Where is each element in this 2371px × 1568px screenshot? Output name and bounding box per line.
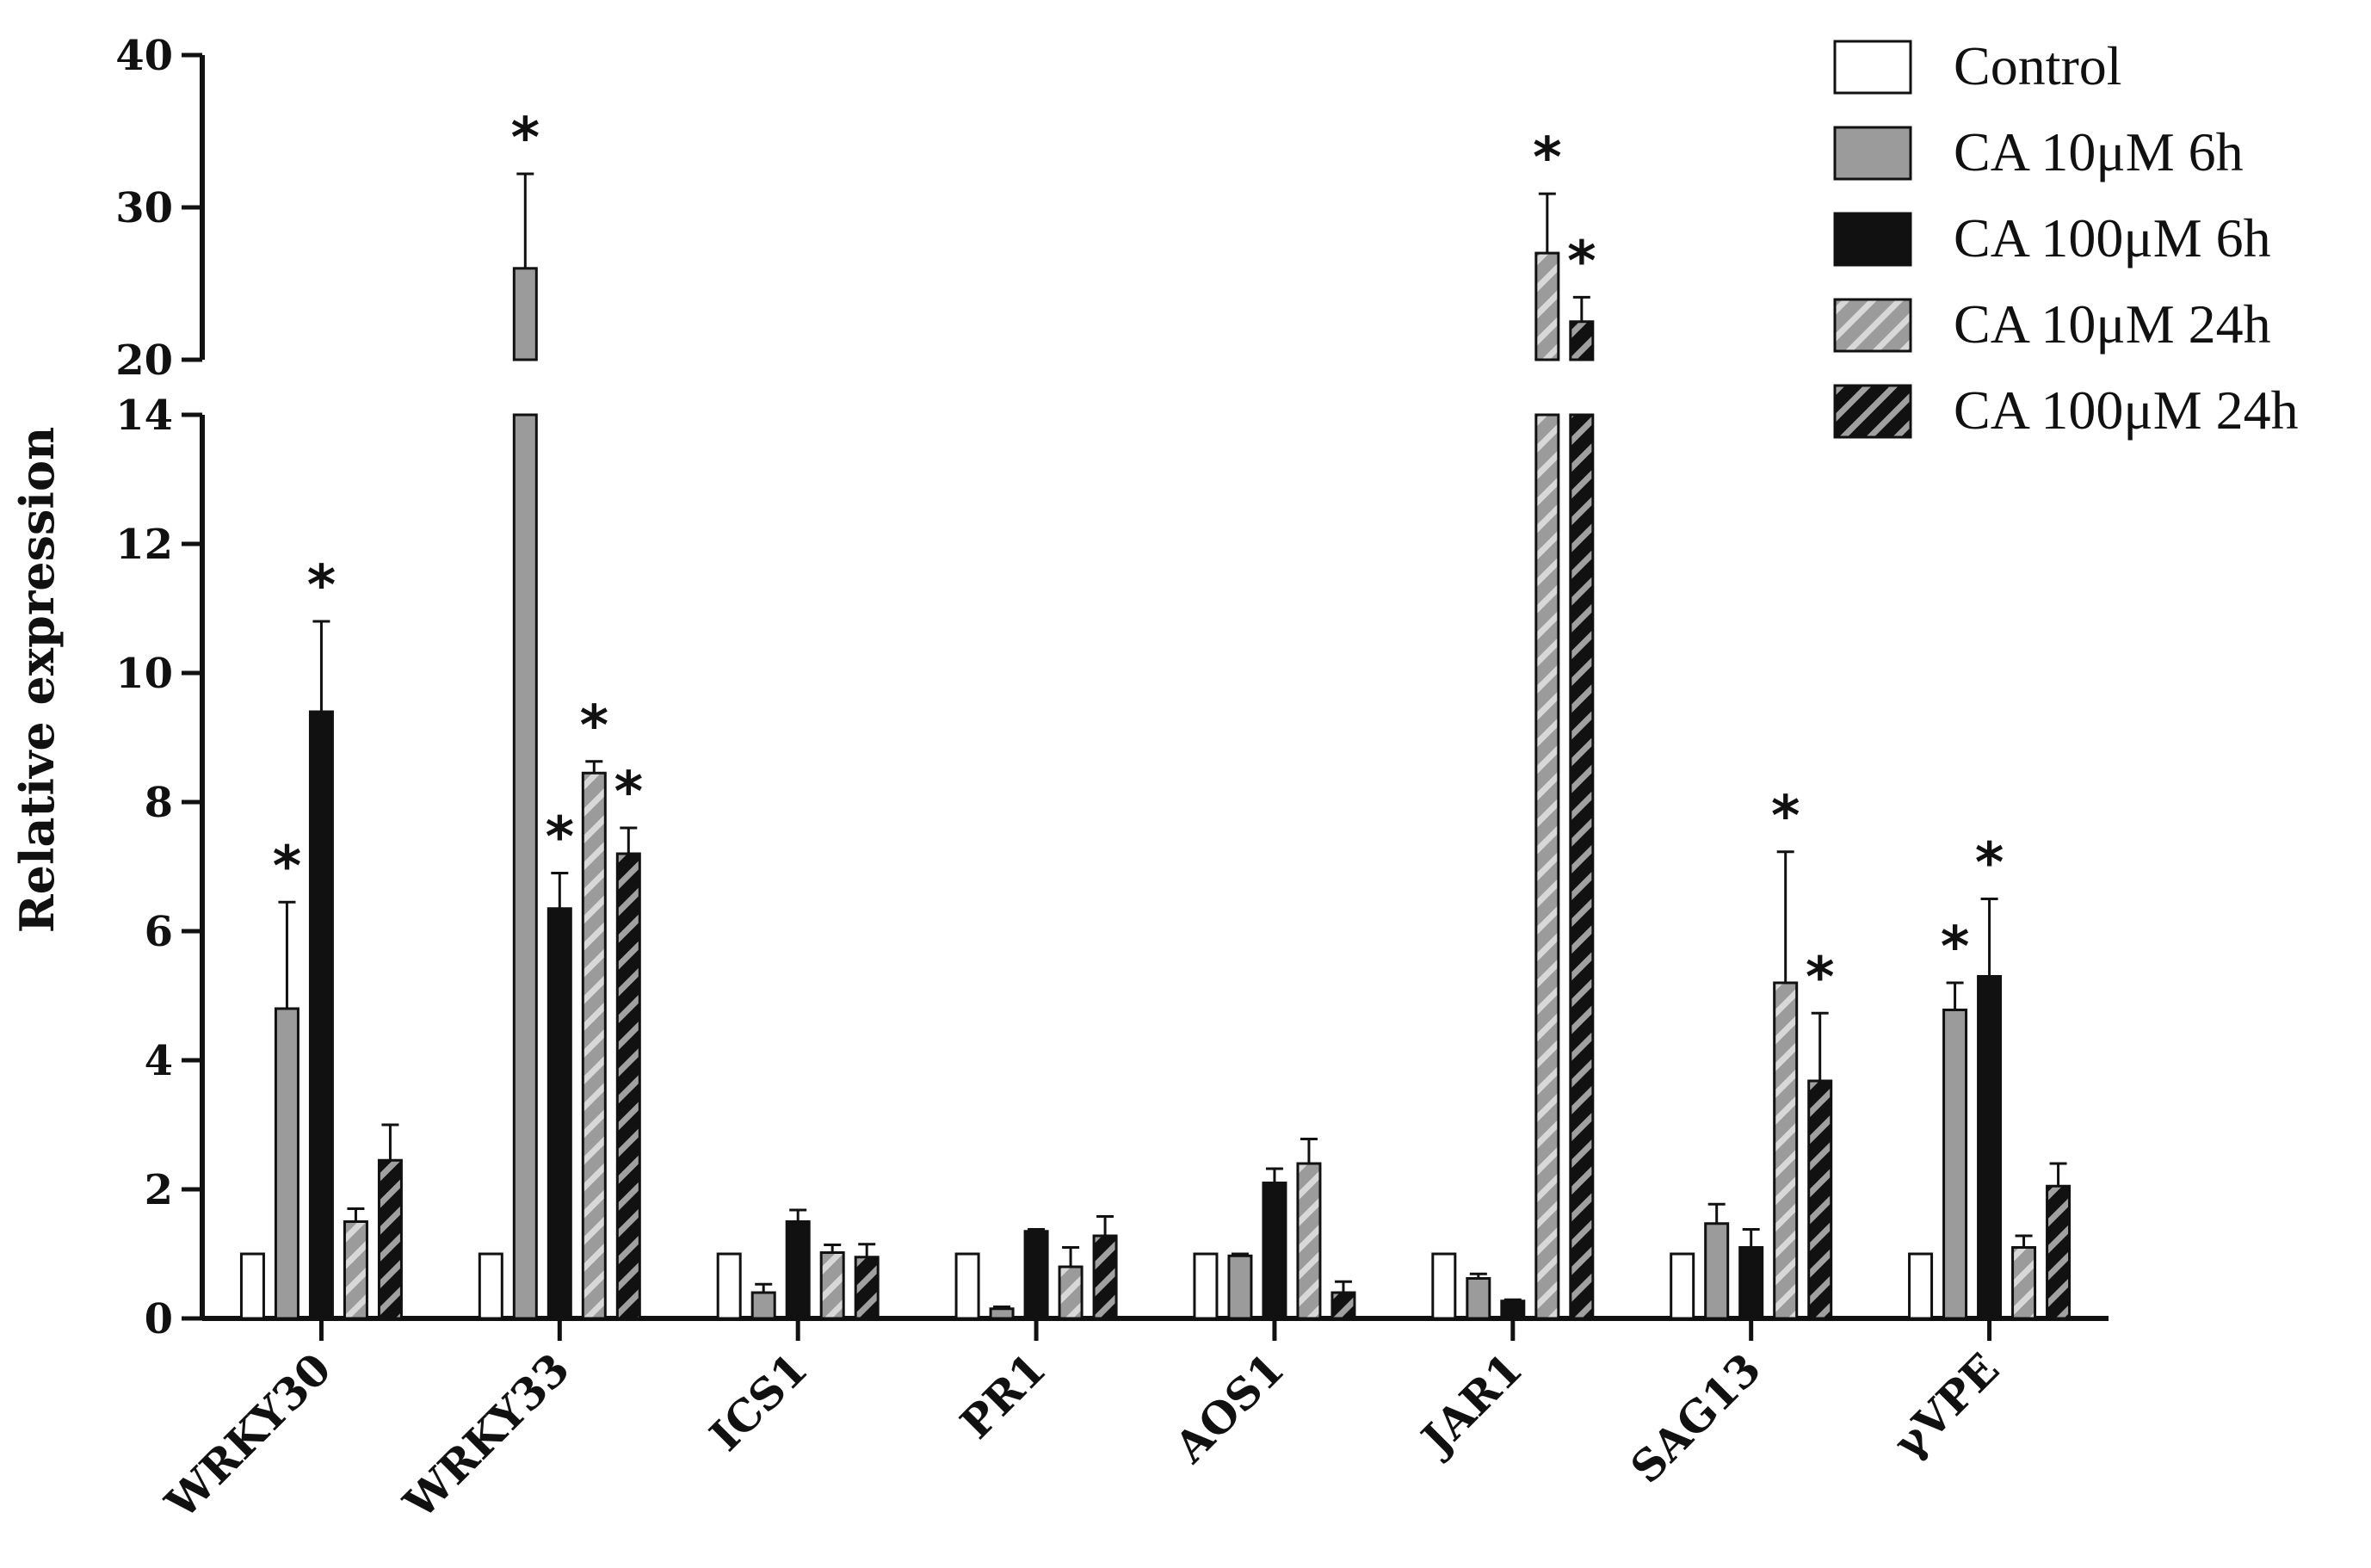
category-label: WRKY30 <box>155 1343 341 1529</box>
bar <box>1500 1299 1526 1320</box>
bar <box>989 1307 1015 1320</box>
legend-label: CA 100μM 24h <box>1954 380 2299 441</box>
y-tick-label: 12 <box>115 521 173 569</box>
category-label: SAG13 <box>1621 1343 1770 1493</box>
bar-upper-segment <box>1534 251 1560 361</box>
legend-swatch <box>1833 126 1912 181</box>
axes: 0 2 4 6 8 10 12 14 20 30 40 <box>115 32 2109 1343</box>
significance-star: * <box>614 761 643 824</box>
bar <box>785 1220 811 1320</box>
significance-star: * <box>1771 785 1800 849</box>
y-tick-label: 6 <box>145 908 173 956</box>
y-axis-label: Relative expression <box>9 427 65 933</box>
bars-layer <box>239 251 2072 1320</box>
legend-label: CA 10μM 24h <box>1954 293 2271 355</box>
significance-star: * <box>511 107 540 170</box>
significance-star: * <box>1533 127 1561 190</box>
bar <box>1807 1079 1833 1320</box>
category-labels-layer: WRKY30 WRKY33 ICS1 PR1 AOS1 JAR1 SAG13 γVPE <box>155 1318 2009 1528</box>
significance-markers-layer: ********** ** <box>273 107 2004 1009</box>
bar <box>1058 1265 1084 1320</box>
y-tick-label: 4 <box>145 1037 173 1085</box>
bar <box>2011 1246 2037 1320</box>
bar <box>239 1252 265 1320</box>
bar <box>954 1252 980 1320</box>
bar-upper-segment <box>1569 320 1595 361</box>
legend-swatch <box>1833 40 1912 95</box>
significance-star: * <box>1567 230 1596 293</box>
y-tick-label: 20 <box>115 336 173 385</box>
bar-upper-segment <box>512 267 538 361</box>
significance-star: * <box>1941 916 1969 979</box>
significance-star: * <box>580 694 608 758</box>
bar <box>819 1251 845 1320</box>
bar <box>1296 1162 1322 1320</box>
bar <box>581 771 607 1320</box>
bar <box>1227 1254 1253 1320</box>
bar <box>716 1252 742 1320</box>
legend-swatch <box>1833 384 1912 439</box>
bar <box>1466 1277 1491 1320</box>
legend-label: Control <box>1954 35 2122 96</box>
error-bars-layer <box>278 172 2067 1309</box>
category-label: WRKY33 <box>393 1343 579 1529</box>
bar <box>512 413 538 1320</box>
legend-label: CA 100μM 6h <box>1954 207 2271 269</box>
bar <box>377 1158 403 1320</box>
legend: Control CA 10μM 6h CA 100μM 6h CA 10μM 24h C… <box>1833 35 2299 441</box>
bar <box>546 907 572 1320</box>
bar <box>1773 981 1799 1320</box>
bar <box>478 1252 503 1320</box>
bar <box>1704 1222 1730 1320</box>
y-tick-label: 2 <box>145 1166 173 1214</box>
significance-star: * <box>1806 946 1834 1009</box>
category-label: AOS1 <box>1164 1343 1294 1473</box>
category-label: γVPE <box>1883 1343 2009 1469</box>
bar <box>1977 975 2003 1320</box>
category-label: PR1 <box>950 1343 1055 1448</box>
y-tick-label: 30 <box>115 184 173 232</box>
bar <box>274 1007 299 1320</box>
significance-star: * <box>273 835 301 898</box>
axis-break-gap <box>200 363 208 411</box>
significance-star: * <box>307 554 336 618</box>
y-tick-label: 14 <box>115 392 173 440</box>
significance-star: * <box>1975 832 2004 896</box>
bar <box>1534 413 1560 1320</box>
bar <box>1092 1234 1118 1320</box>
bar <box>1738 1246 1764 1320</box>
bar <box>1193 1252 1219 1320</box>
category-label: JAR1 <box>1410 1343 1533 1466</box>
bar <box>308 710 334 1320</box>
bar <box>1908 1252 1934 1320</box>
legend-swatch <box>1833 212 1912 267</box>
bar <box>1023 1230 1049 1320</box>
bar <box>1331 1291 1356 1320</box>
bar <box>1262 1182 1287 1320</box>
bar <box>1942 1009 1968 1320</box>
significance-star: * <box>546 806 574 870</box>
bar <box>1670 1252 1695 1320</box>
legend-label: CA 10μM 6h <box>1954 121 2244 182</box>
y-tick-label: 10 <box>115 650 173 698</box>
bar <box>854 1256 880 1320</box>
bar <box>1431 1252 1457 1320</box>
category-label: ICS1 <box>700 1343 818 1461</box>
y-tick-label: 0 <box>145 1295 173 1343</box>
legend-swatch <box>1833 298 1912 353</box>
y-tick-label: 40 <box>115 32 173 80</box>
bar <box>2046 1184 2072 1320</box>
bar <box>615 852 641 1320</box>
bar <box>1569 413 1595 1320</box>
bar <box>343 1220 368 1320</box>
bar <box>750 1291 776 1320</box>
y-tick-label: 8 <box>145 779 173 827</box>
